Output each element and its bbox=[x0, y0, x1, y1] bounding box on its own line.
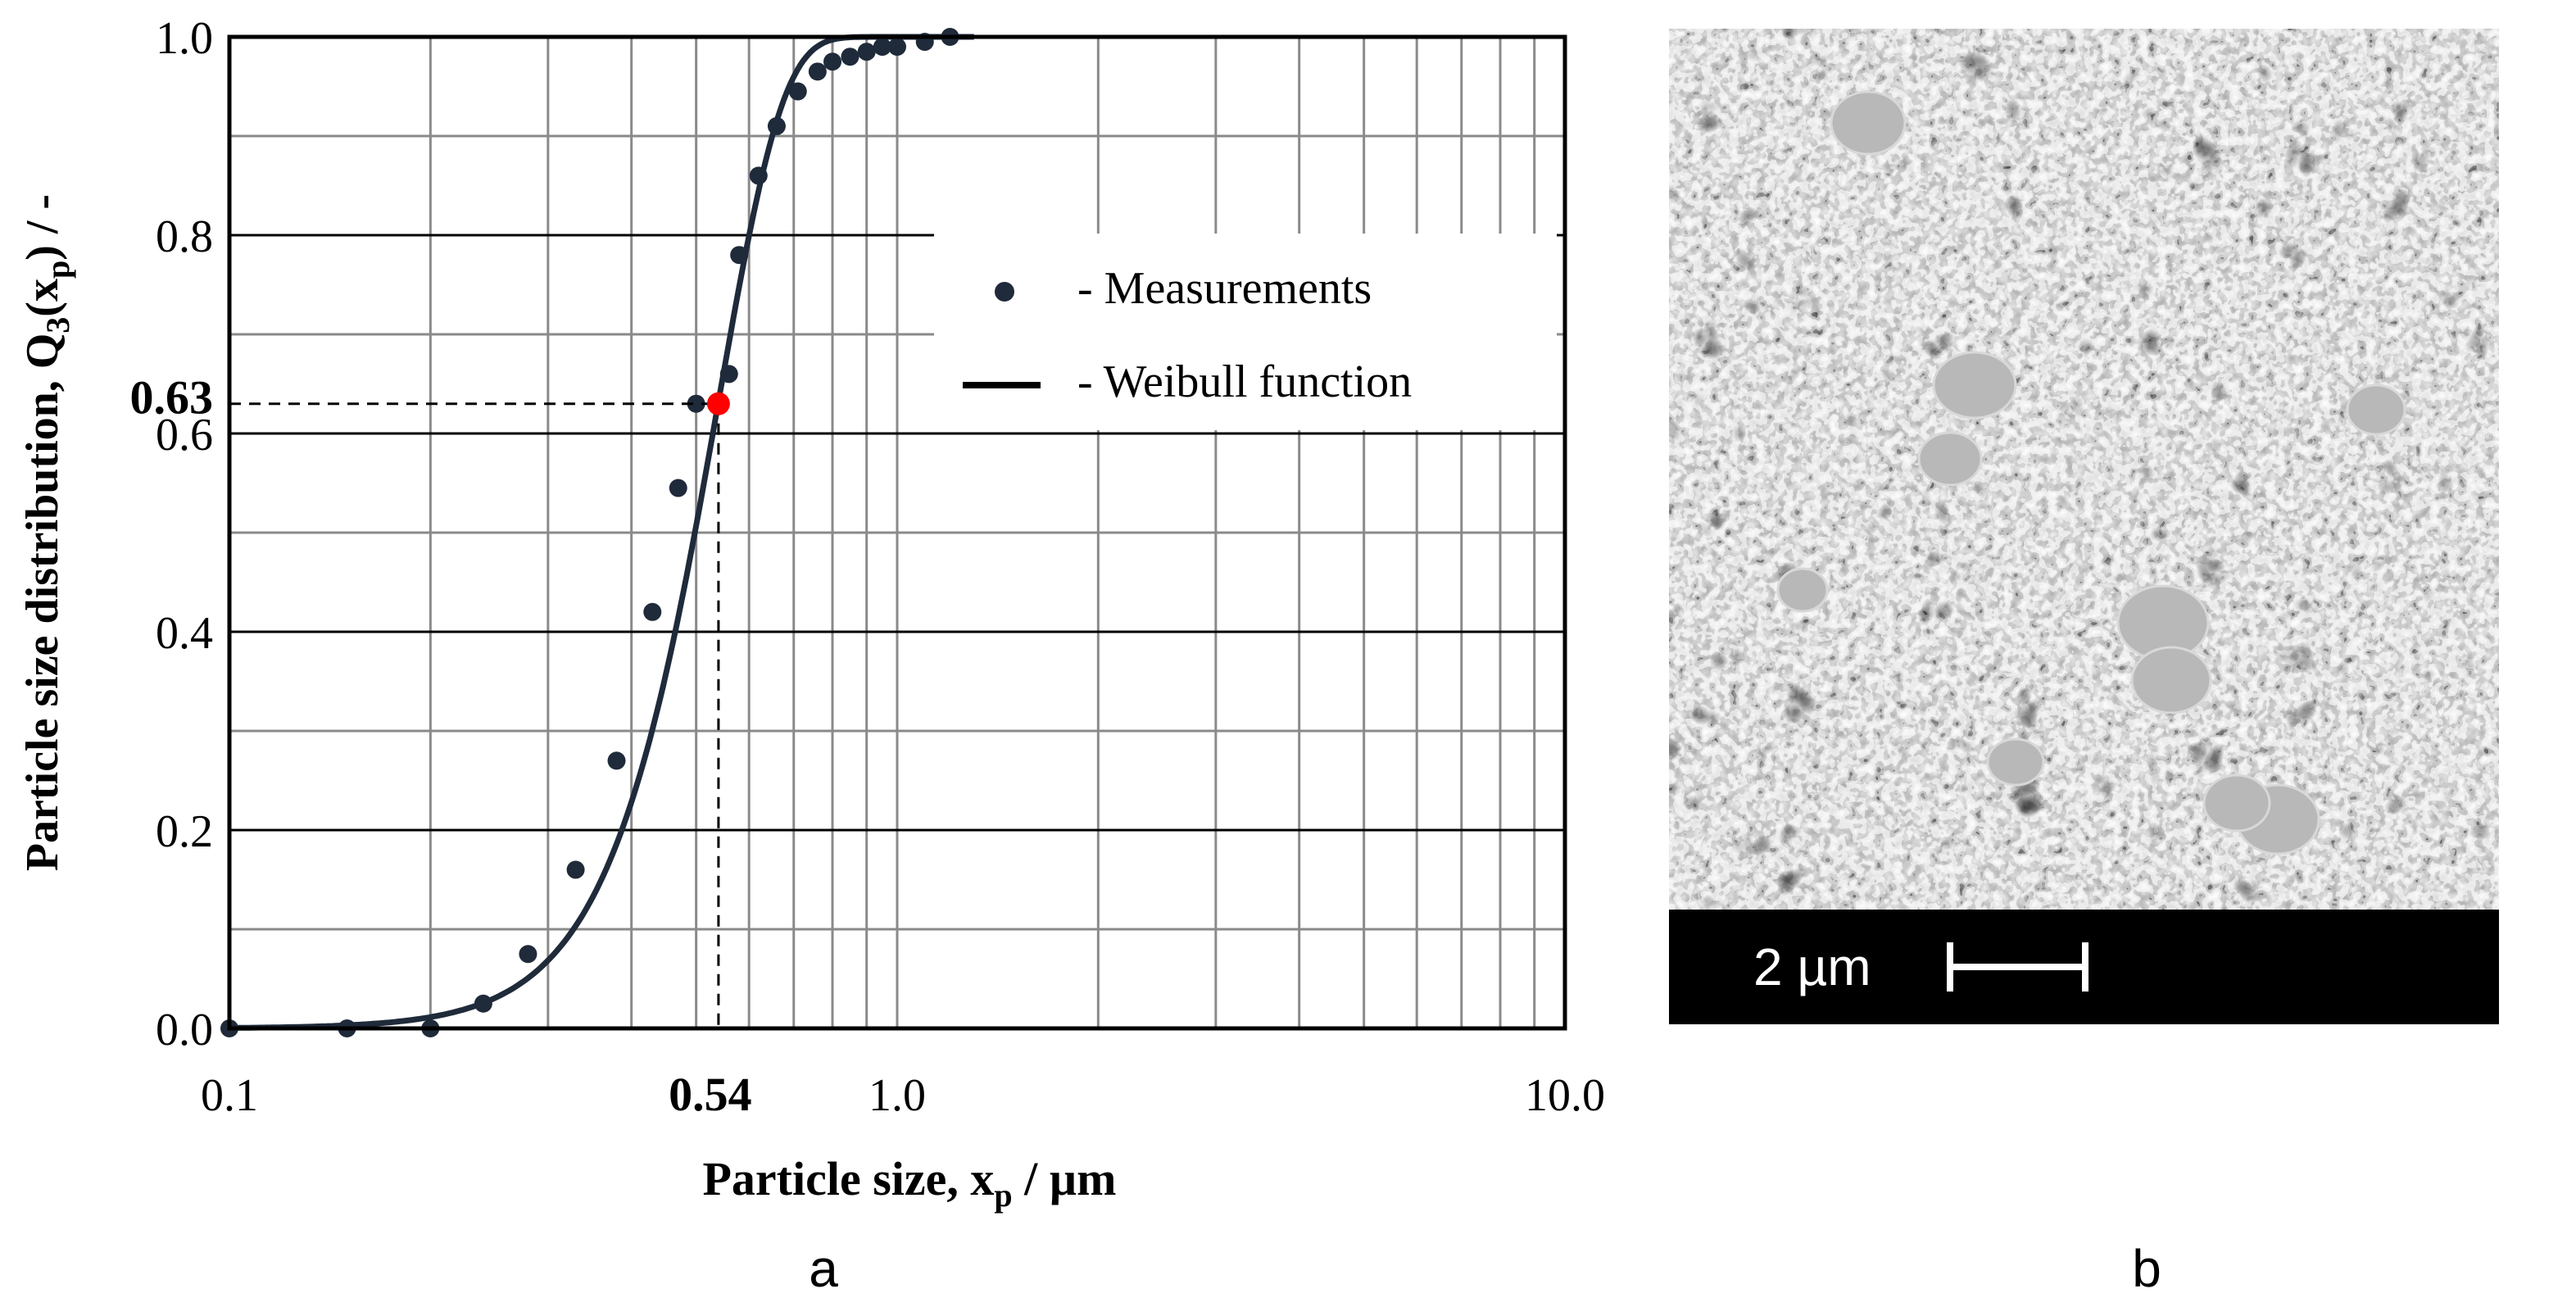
micrograph-pores bbox=[1669, 29, 2499, 910]
measurement-point bbox=[607, 751, 626, 770]
measurement-point bbox=[749, 166, 768, 185]
panel-label-b: b bbox=[2132, 1239, 2161, 1298]
measurement-point bbox=[643, 602, 662, 621]
annotation-layer bbox=[229, 392, 730, 1028]
measurement-point bbox=[823, 52, 842, 71]
measurement-point bbox=[669, 479, 687, 497]
measurement-point bbox=[519, 945, 537, 964]
y-tick-label: 1.0 bbox=[156, 13, 213, 64]
legend-label-measurements: - Measurements bbox=[1077, 263, 1372, 314]
chart-grid bbox=[228, 35, 1567, 1030]
measurement-points-layer bbox=[220, 28, 959, 1037]
measurement-point bbox=[808, 62, 827, 81]
legend-box bbox=[934, 234, 1557, 430]
measurement-point bbox=[841, 48, 859, 66]
legend-marker-measurements bbox=[995, 282, 1014, 302]
particle-size-chart: 0.0 0.2 0.4 0.6 0.8 1.0 0.1 1.0 10.0 0.54 0.63 - M… bbox=[17, 13, 1605, 1298]
measurement-point bbox=[687, 394, 705, 413]
sem-micrograph: 2 µm b bbox=[1669, 29, 2499, 1298]
x-tick-label: 1.0 bbox=[868, 1070, 926, 1121]
y-tick-label: 0.2 bbox=[156, 806, 213, 857]
micrograph-particles bbox=[1776, 90, 2406, 855]
measurement-point bbox=[788, 82, 807, 101]
x-tick-label: 10.0 bbox=[1525, 1070, 1605, 1121]
tick-labels: 0.0 0.2 0.4 0.6 0.8 1.0 0.1 1.0 10.0 0.54 0.63 bbox=[130, 13, 1606, 1121]
measurement-point bbox=[767, 116, 786, 135]
y-tick-label: 0.4 bbox=[156, 608, 213, 659]
scale-bar-label: 2 µm bbox=[1753, 937, 1871, 996]
x-tick-label: 0.1 bbox=[201, 1070, 258, 1121]
scale-bar bbox=[1947, 942, 2088, 992]
measurement-point bbox=[888, 38, 906, 57]
plot-frame bbox=[227, 34, 1567, 1031]
measurement-point bbox=[730, 246, 749, 265]
y-tick-label: 0.6 bbox=[156, 410, 213, 461]
measurement-point bbox=[873, 38, 891, 57]
panel-label-a: a bbox=[809, 1239, 838, 1298]
annotation-point bbox=[706, 392, 730, 415]
measurement-point bbox=[719, 365, 738, 383]
y-axis-title: Particle size distribution, Q3(xp) / - bbox=[17, 194, 76, 871]
measurement-point bbox=[474, 994, 492, 1013]
annotation-x-label: 0.54 bbox=[669, 1068, 752, 1121]
y-tick-label: 0.0 bbox=[156, 1005, 213, 1055]
y-tick-label: 0.8 bbox=[156, 211, 213, 262]
annotation-y-label: 0.63 bbox=[130, 371, 214, 424]
measurement-point bbox=[566, 860, 585, 879]
legend: - Measurements - Weibull function bbox=[934, 234, 1557, 430]
legend-label-weibull: - Weibull function bbox=[1077, 356, 1412, 407]
x-axis-title: Particle size, xp / µm bbox=[703, 1152, 1117, 1214]
measurement-point bbox=[857, 43, 876, 61]
